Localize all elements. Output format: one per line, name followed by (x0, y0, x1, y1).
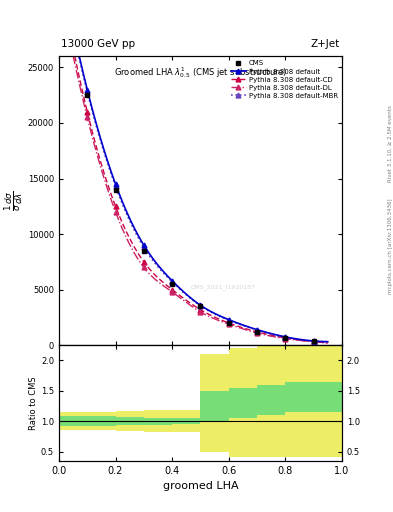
Y-axis label: Ratio to CMS: Ratio to CMS (29, 376, 38, 430)
Text: 13000 GeV pp: 13000 GeV pp (61, 38, 135, 49)
Y-axis label: $\frac{1}{\sigma}\frac{d\sigma}{d\lambda}$: $\frac{1}{\sigma}\frac{d\sigma}{d\lambda… (3, 190, 25, 211)
Text: Groomed LHA $\lambda^{1}_{0.5}$ (CMS jet substructure): Groomed LHA $\lambda^{1}_{0.5}$ (CMS jet… (114, 65, 287, 80)
Text: mcplots.cern.ch [arXiv:1306.3436]: mcplots.cern.ch [arXiv:1306.3436] (388, 198, 393, 293)
Legend: CMS, Pythia 8.308 default, Pythia 8.308 default-CD, Pythia 8.308 default-DL, Pyt: CMS, Pythia 8.308 default, Pythia 8.308 … (230, 60, 338, 99)
Text: Z+Jet: Z+Jet (311, 38, 340, 49)
Text: CMS_2021_I1920187: CMS_2021_I1920187 (191, 285, 255, 290)
Text: Rivet 3.1.10, ≥ 2.5M events: Rivet 3.1.10, ≥ 2.5M events (388, 105, 393, 182)
X-axis label: groomed LHA: groomed LHA (163, 481, 238, 491)
